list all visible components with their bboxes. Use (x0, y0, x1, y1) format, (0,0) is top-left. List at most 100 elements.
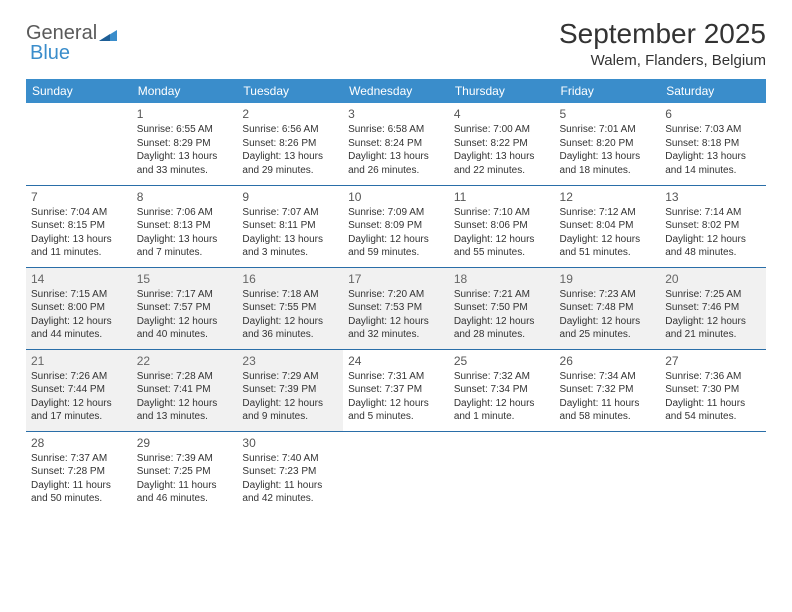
sunset-text: Sunset: 8:00 PM (31, 301, 127, 315)
day-cell: 14Sunrise: 7:15 AMSunset: 8:00 PMDayligh… (26, 267, 132, 349)
sunrise-text: Sunrise: 7:40 AM (242, 452, 338, 466)
day-number: 20 (665, 271, 761, 287)
day-number: 27 (665, 353, 761, 369)
day-cell: 6Sunrise: 7:03 AMSunset: 8:18 PMDaylight… (660, 103, 766, 185)
daylight-text: Daylight: 12 hours and 1 minute. (454, 397, 550, 424)
daylight-text: Daylight: 13 hours and 7 minutes. (137, 233, 233, 260)
sunset-text: Sunset: 7:32 PM (560, 383, 656, 397)
day-cell: 7Sunrise: 7:04 AMSunset: 8:15 PMDaylight… (26, 185, 132, 267)
calendar-table: Sunday Monday Tuesday Wednesday Thursday… (26, 79, 766, 513)
logo-blue-row: Blue (30, 42, 70, 65)
daylight-text: Daylight: 12 hours and 13 minutes. (137, 397, 233, 424)
daylight-text: Daylight: 11 hours and 50 minutes. (31, 479, 127, 506)
sunset-text: Sunset: 8:29 PM (137, 137, 233, 151)
day-cell: 12Sunrise: 7:12 AMSunset: 8:04 PMDayligh… (555, 185, 661, 267)
week-row: 7Sunrise: 7:04 AMSunset: 8:15 PMDaylight… (26, 185, 766, 267)
sunset-text: Sunset: 8:15 PM (31, 219, 127, 233)
week-row: 21Sunrise: 7:26 AMSunset: 7:44 PMDayligh… (26, 349, 766, 431)
calendar-page: General September 2025 Walem, Flanders, … (0, 0, 792, 523)
sunset-text: Sunset: 8:04 PM (560, 219, 656, 233)
daylight-text: Daylight: 11 hours and 46 minutes. (137, 479, 233, 506)
sunrise-text: Sunrise: 7:18 AM (242, 288, 338, 302)
daylight-text: Daylight: 12 hours and 51 minutes. (560, 233, 656, 260)
sunrise-text: Sunrise: 7:00 AM (454, 123, 550, 137)
sunset-text: Sunset: 7:23 PM (242, 465, 338, 479)
day-number: 22 (137, 353, 233, 369)
sunrise-text: Sunrise: 7:32 AM (454, 370, 550, 384)
month-title: September 2025 (559, 18, 766, 50)
day-cell: 16Sunrise: 7:18 AMSunset: 7:55 PMDayligh… (237, 267, 343, 349)
sunrise-text: Sunrise: 7:03 AM (665, 123, 761, 137)
sunrise-text: Sunrise: 7:04 AM (31, 206, 127, 220)
sunrise-text: Sunrise: 7:12 AM (560, 206, 656, 220)
sunset-text: Sunset: 7:55 PM (242, 301, 338, 315)
sunrise-text: Sunrise: 7:10 AM (454, 206, 550, 220)
day-cell: 9Sunrise: 7:07 AMSunset: 8:11 PMDaylight… (237, 185, 343, 267)
day-number: 14 (31, 271, 127, 287)
page-header: General September 2025 Walem, Flanders, … (26, 18, 766, 69)
sunrise-text: Sunrise: 7:34 AM (560, 370, 656, 384)
day-number: 17 (348, 271, 444, 287)
sunrise-text: Sunrise: 7:21 AM (454, 288, 550, 302)
sunset-text: Sunset: 8:22 PM (454, 137, 550, 151)
sunrise-text: Sunrise: 7:28 AM (137, 370, 233, 384)
daylight-text: Daylight: 12 hours and 28 minutes. (454, 315, 550, 342)
day-cell: 26Sunrise: 7:34 AMSunset: 7:32 PMDayligh… (555, 349, 661, 431)
sunset-text: Sunset: 7:39 PM (242, 383, 338, 397)
sunrise-text: Sunrise: 6:56 AM (242, 123, 338, 137)
sunset-text: Sunset: 8:24 PM (348, 137, 444, 151)
sunset-text: Sunset: 8:11 PM (242, 219, 338, 233)
day-cell: 4Sunrise: 7:00 AMSunset: 8:22 PMDaylight… (449, 103, 555, 185)
day-cell: 23Sunrise: 7:29 AMSunset: 7:39 PMDayligh… (237, 349, 343, 431)
day-cell: 13Sunrise: 7:14 AMSunset: 8:02 PMDayligh… (660, 185, 766, 267)
day-number: 18 (454, 271, 550, 287)
sunset-text: Sunset: 7:53 PM (348, 301, 444, 315)
brand-logo: General (26, 18, 119, 45)
logo-text-blue: Blue (30, 42, 70, 64)
sunset-text: Sunset: 7:25 PM (137, 465, 233, 479)
day-number: 16 (242, 271, 338, 287)
day-cell: 11Sunrise: 7:10 AMSunset: 8:06 PMDayligh… (449, 185, 555, 267)
sunset-text: Sunset: 8:18 PM (665, 137, 761, 151)
sunset-text: Sunset: 7:46 PM (665, 301, 761, 315)
sunset-text: Sunset: 7:48 PM (560, 301, 656, 315)
sunset-text: Sunset: 8:26 PM (242, 137, 338, 151)
weekday-header: Tuesday (237, 79, 343, 103)
sunrise-text: Sunrise: 7:37 AM (31, 452, 127, 466)
daylight-text: Daylight: 11 hours and 42 minutes. (242, 479, 338, 506)
daylight-text: Daylight: 12 hours and 5 minutes. (348, 397, 444, 424)
sunrise-text: Sunrise: 7:36 AM (665, 370, 761, 384)
sunrise-text: Sunrise: 7:15 AM (31, 288, 127, 302)
day-cell: 20Sunrise: 7:25 AMSunset: 7:46 PMDayligh… (660, 267, 766, 349)
week-row: 1Sunrise: 6:55 AMSunset: 8:29 PMDaylight… (26, 103, 766, 185)
sunset-text: Sunset: 7:28 PM (31, 465, 127, 479)
sunrise-text: Sunrise: 7:31 AM (348, 370, 444, 384)
sunrise-text: Sunrise: 7:23 AM (560, 288, 656, 302)
day-cell: 29Sunrise: 7:39 AMSunset: 7:25 PMDayligh… (132, 431, 238, 513)
sunrise-text: Sunrise: 7:01 AM (560, 123, 656, 137)
daylight-text: Daylight: 12 hours and 40 minutes. (137, 315, 233, 342)
day-cell: 19Sunrise: 7:23 AMSunset: 7:48 PMDayligh… (555, 267, 661, 349)
triangle-icon (99, 27, 117, 41)
sunrise-text: Sunrise: 7:07 AM (242, 206, 338, 220)
day-cell: 8Sunrise: 7:06 AMSunset: 8:13 PMDaylight… (132, 185, 238, 267)
sunrise-text: Sunrise: 7:25 AM (665, 288, 761, 302)
day-number: 25 (454, 353, 550, 369)
day-cell: 5Sunrise: 7:01 AMSunset: 8:20 PMDaylight… (555, 103, 661, 185)
day-cell: 25Sunrise: 7:32 AMSunset: 7:34 PMDayligh… (449, 349, 555, 431)
day-number: 21 (31, 353, 127, 369)
day-cell: 24Sunrise: 7:31 AMSunset: 7:37 PMDayligh… (343, 349, 449, 431)
weekday-row: Sunday Monday Tuesday Wednesday Thursday… (26, 79, 766, 103)
sunset-text: Sunset: 7:41 PM (137, 383, 233, 397)
daylight-text: Daylight: 12 hours and 25 minutes. (560, 315, 656, 342)
sunrise-text: Sunrise: 7:14 AM (665, 206, 761, 220)
week-row: 28Sunrise: 7:37 AMSunset: 7:28 PMDayligh… (26, 431, 766, 513)
day-cell (26, 103, 132, 185)
day-number: 19 (560, 271, 656, 287)
day-cell (449, 431, 555, 513)
day-cell: 22Sunrise: 7:28 AMSunset: 7:41 PMDayligh… (132, 349, 238, 431)
daylight-text: Daylight: 13 hours and 33 minutes. (137, 150, 233, 177)
daylight-text: Daylight: 12 hours and 48 minutes. (665, 233, 761, 260)
daylight-text: Daylight: 13 hours and 22 minutes. (454, 150, 550, 177)
daylight-text: Daylight: 13 hours and 3 minutes. (242, 233, 338, 260)
